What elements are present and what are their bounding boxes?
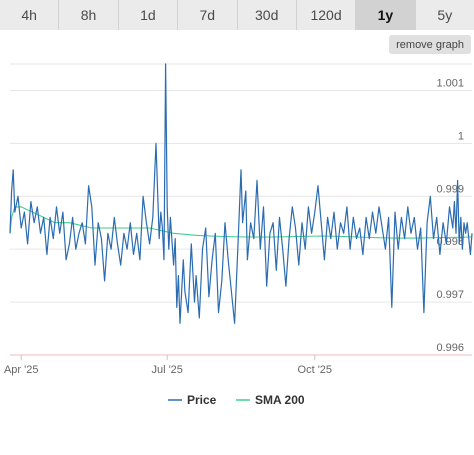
timeframe-tabs: 4h 8h 1d 7d 30d 120d 1y 5y [0,0,474,30]
legend-label: SMA 200 [255,393,305,407]
legend-item-sma-200: SMA 200 [236,393,305,407]
tab-4h[interactable]: 4h [0,0,60,30]
y-tick-label: 0.997 [436,289,464,301]
legend: Price SMA 200 [168,393,305,407]
tab-30d[interactable]: 30d [237,0,297,30]
legend-item-price: Price [168,393,217,407]
remove-graph-button[interactable]: remove graph [389,35,471,54]
y-tick-label: 0.998 [436,236,464,248]
tab-1d[interactable]: 1d [118,0,179,30]
x-axis-ticks: Apr '25 Jul '25 Oct '25 [4,355,332,376]
grid-lines [10,63,472,356]
legend-label: Price [187,393,217,407]
tab-7d[interactable]: 7d [178,0,238,30]
price-series-line [9,63,473,324]
price-chart: 0.996 0.997 0.998 0.999 1 1.001 Apr '25 Jul '2… [4,63,473,407]
x-tick-label: Apr '25 [4,364,39,376]
y-axis-ticks: 0.996 0.997 0.998 0.999 1 1.001 [436,77,464,354]
y-tick-label: 1.001 [436,77,464,89]
y-tick-label: 0.999 [436,183,464,195]
y-tick-label: 1 [458,130,464,142]
tab-8h[interactable]: 8h [59,0,119,30]
tab-5y[interactable]: 5y [415,0,474,30]
tab-120d[interactable]: 120d [296,0,357,30]
y-tick-label: 0.996 [436,342,464,354]
series-lines [9,63,473,324]
x-tick-label: Oct '25 [298,364,333,376]
tab-1y[interactable]: 1y [356,0,416,30]
x-tick-label: Jul '25 [151,364,182,376]
